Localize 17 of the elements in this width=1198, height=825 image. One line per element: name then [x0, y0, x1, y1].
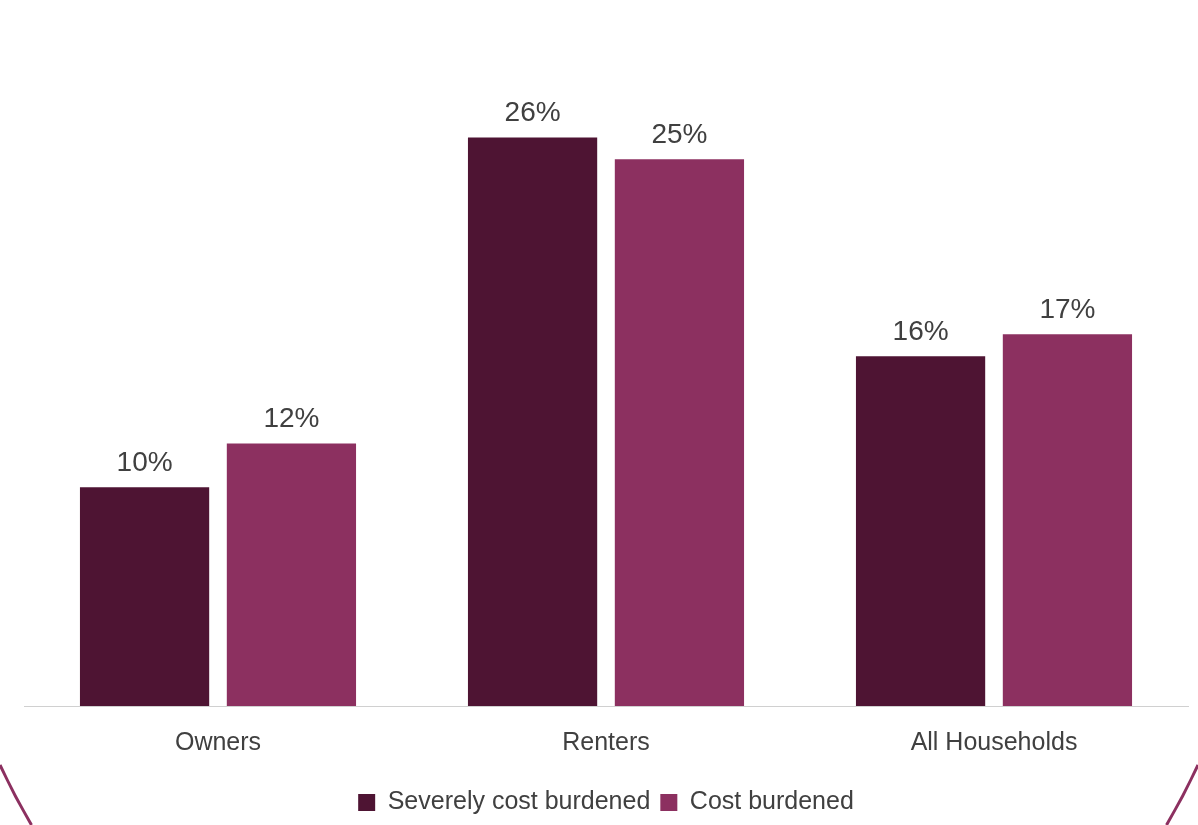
- x-tick-label: All Households: [910, 726, 1078, 755]
- x-tick-label: Owners: [174, 726, 262, 755]
- bar: [226, 443, 357, 706]
- bar: [614, 159, 745, 706]
- data-label: 12%: [263, 402, 320, 434]
- bar: [1002, 334, 1133, 706]
- data-label: 17%: [1039, 292, 1096, 324]
- bar: [855, 356, 986, 706]
- bar: [467, 137, 598, 706]
- bar: [79, 487, 210, 706]
- data-label: 25%: [651, 118, 708, 150]
- x-tick-label: Renters: [562, 726, 650, 755]
- data-label: 10%: [116, 446, 173, 478]
- legend-label: Cost burdened: [689, 786, 854, 815]
- data-label: 26%: [504, 96, 561, 128]
- data-label: 16%: [892, 314, 949, 346]
- legend-label: Severely cost burdened: [387, 786, 651, 815]
